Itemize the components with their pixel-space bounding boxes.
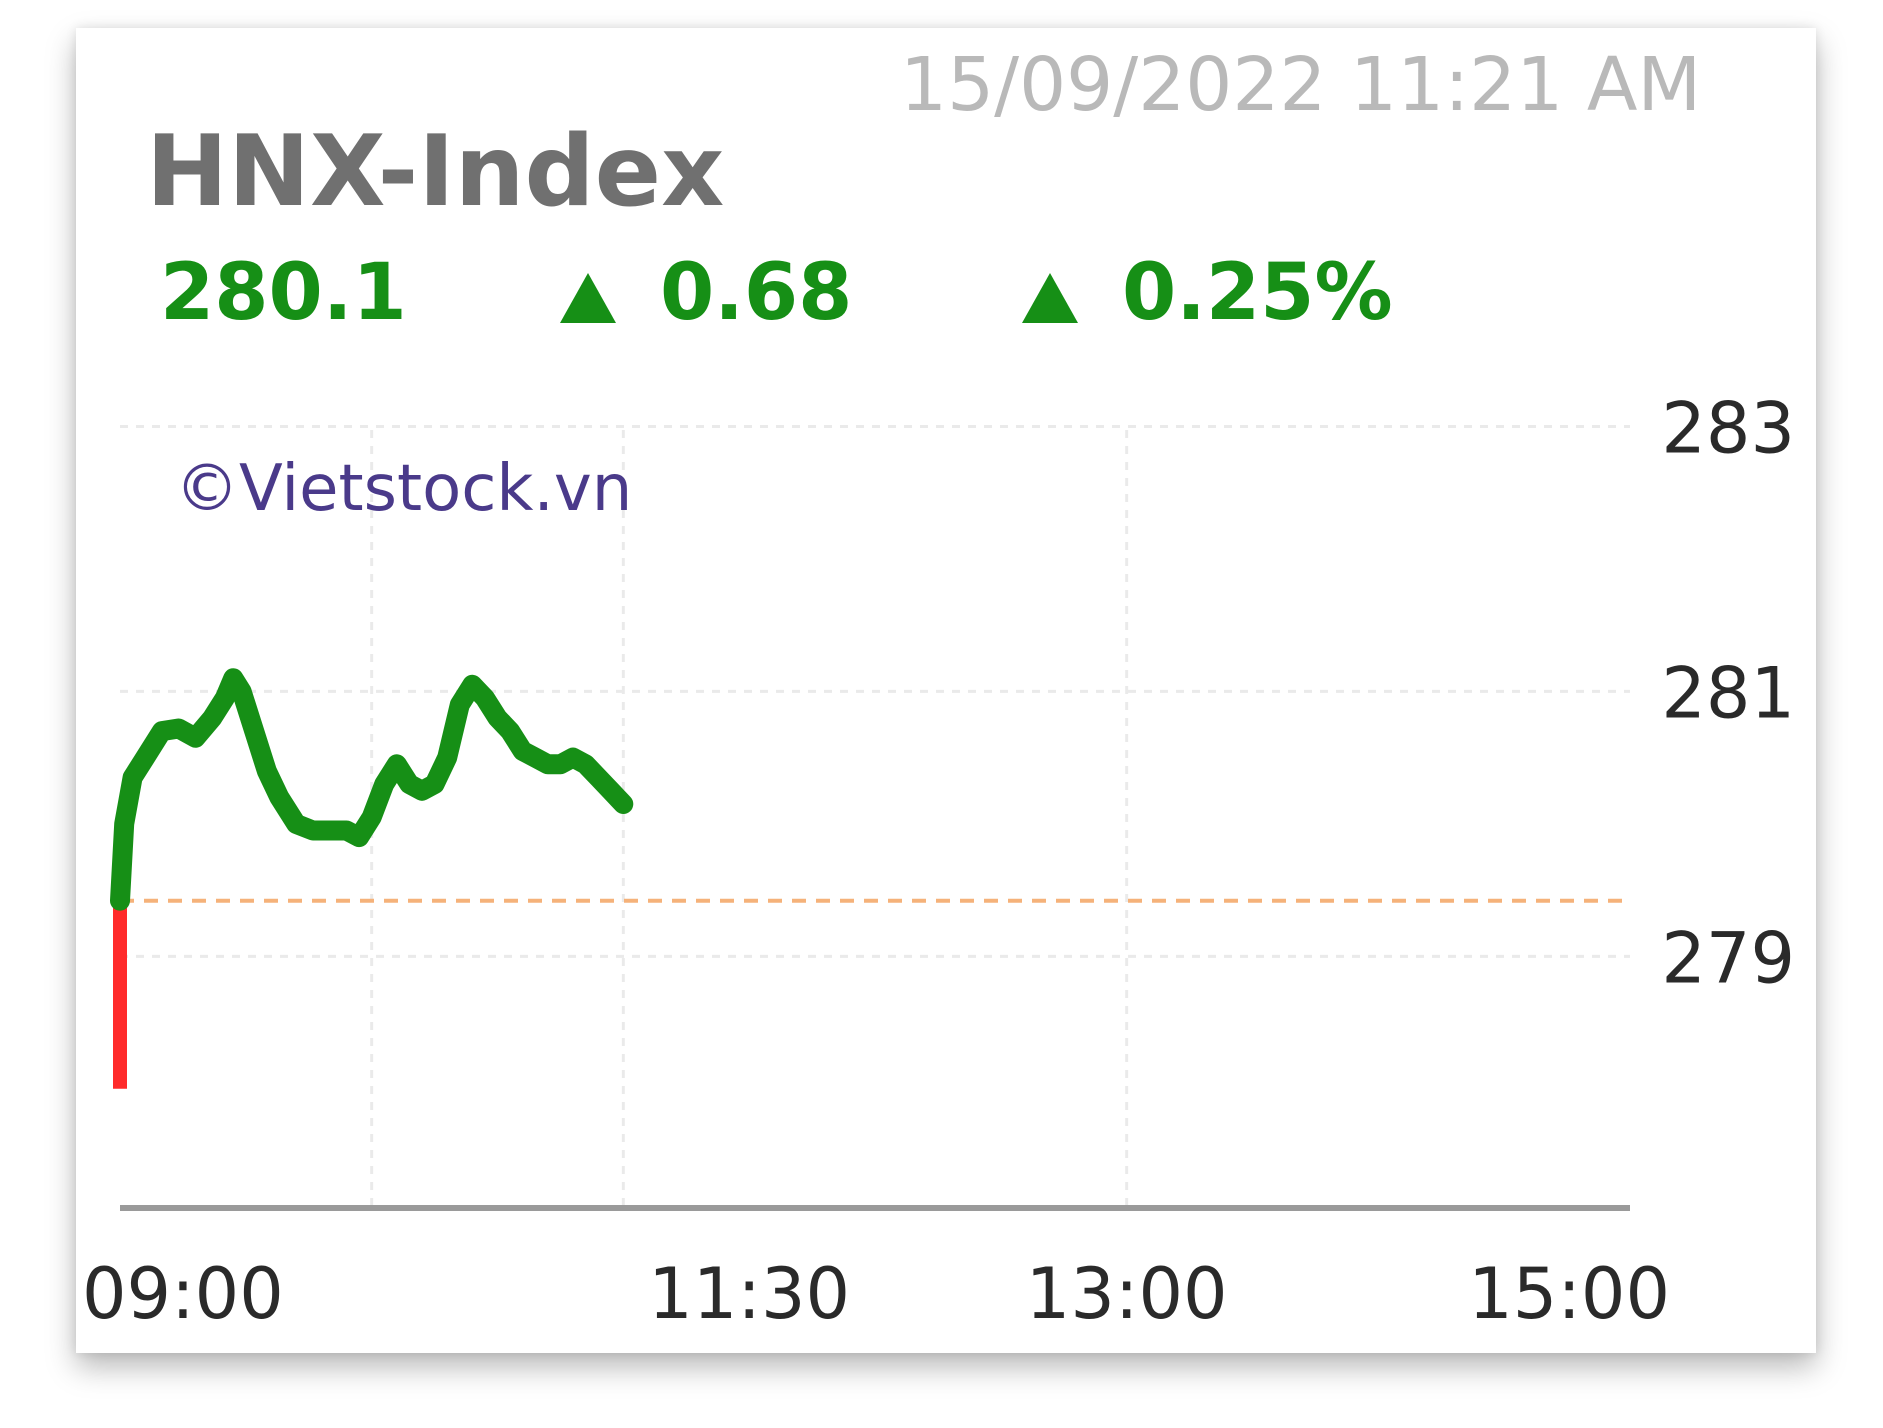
- index-series-line: [110, 668, 634, 911]
- watermark-logo: ©Vietstock.vn: [175, 452, 632, 526]
- y-tick-label: 283: [1661, 387, 1795, 469]
- index-value: 280.1: [160, 248, 407, 338]
- change-pct-group: 0.25%: [1022, 248, 1393, 338]
- up-arrow-icon: [1022, 272, 1078, 323]
- x-tick-label: 11:30: [648, 1253, 850, 1335]
- x-tick-label: 09:00: [82, 1253, 284, 1335]
- y-tick-label: 281: [1661, 652, 1795, 734]
- timestamp: 15/09/2022 11:21 AM: [900, 42, 1702, 128]
- change-value: 0.68: [660, 248, 853, 338]
- x-tick-label: 13:00: [1026, 1253, 1228, 1335]
- change-percent: 0.25%: [1122, 248, 1393, 338]
- index-title: HNX-Index: [146, 115, 725, 229]
- up-arrow-icon: [560, 272, 616, 323]
- x-tick-label: 15:00: [1468, 1253, 1670, 1335]
- change-group: 0.68: [560, 248, 852, 338]
- y-tick-label: 279: [1661, 917, 1795, 999]
